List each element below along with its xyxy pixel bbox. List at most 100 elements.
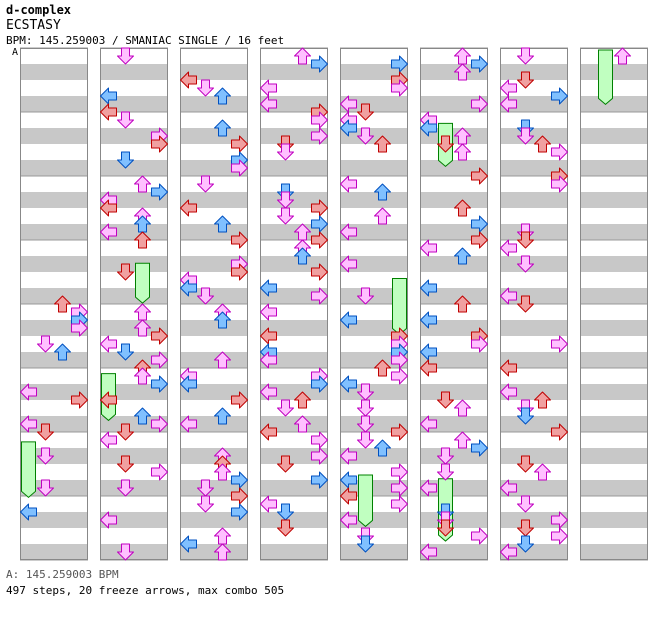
beat-stripe [580,192,648,208]
quarter-note-arrow [471,231,488,249]
quarter-note-arrow [517,71,534,89]
sixteenth-note-arrow [517,495,534,513]
sixteenth-note-arrow [420,239,437,257]
column-border [100,48,168,560]
beat-stripe [500,320,568,336]
quarter-note-arrow [517,231,534,249]
eighth-note-arrow [260,279,277,297]
sixteenth-note-arrow [37,479,54,497]
chart-info-line: BPM: 145.259003 / SMANIAC SINGLE / 16 fe… [6,34,285,47]
column-border [340,48,408,560]
beat-stripe [580,416,648,432]
sixteenth-note-arrow [500,239,517,257]
chart-column [100,47,168,561]
quarter-note-arrow [260,327,277,345]
sixteenth-note-arrow [260,95,277,113]
quarter-note-arrow [311,199,328,217]
sixteenth-note-arrow [197,175,214,193]
beat-stripe [260,544,328,560]
column-border [20,48,88,560]
sixteenth-note-arrow [260,495,277,513]
quarter-note-arrow [517,455,534,473]
sixteenth-note-arrow [534,463,551,481]
sixteenth-note-arrow [260,351,277,369]
quarter-note-arrow [37,423,54,441]
sixteenth-note-arrow [420,543,437,561]
beat-stripe [260,160,328,176]
sixteenth-note-arrow [374,207,391,225]
sixteenth-note-arrow [197,495,214,513]
quarter-note-arrow [180,71,197,89]
sixteenth-note-arrow [311,447,328,465]
quarter-note-arrow [454,295,471,313]
sixteenth-note-arrow [151,415,168,433]
sixteenth-note-arrow [277,399,294,417]
sixteenth-note-arrow [100,223,117,241]
sixteenth-note-arrow [134,367,151,385]
sixteenth-note-arrow [340,255,357,273]
beat-stripe [580,288,648,304]
eighth-note-arrow [214,119,231,137]
sixteenth-note-arrow [311,287,328,305]
eighth-note-arrow [420,343,437,361]
eighth-note-arrow [117,343,134,361]
quarter-note-arrow [374,135,391,153]
chart-column [420,47,488,561]
eighth-note-arrow [180,375,197,393]
eighth-note-arrow [277,503,294,521]
eighth-note-arrow [180,535,197,553]
beat-stripe [180,320,248,336]
sixteenth-note-arrow [391,79,408,97]
eighth-note-arrow [117,151,134,169]
column-border [260,48,328,560]
beat-stripe [580,256,648,272]
eighth-note-arrow [340,375,357,393]
beat-stripe [500,192,568,208]
eighth-note-arrow [100,87,117,105]
beat-stripe [20,64,88,80]
quarter-note-arrow [454,199,471,217]
sixteenth-note-arrow [37,335,54,353]
quarter-note-arrow [117,263,134,281]
beat-stripe [260,512,328,528]
eighth-note-arrow [311,471,328,489]
sixteenth-note-arrow [294,47,311,65]
quarter-note-arrow [100,199,117,217]
quarter-note-arrow [294,391,311,409]
beat-stripe [20,192,88,208]
song-artist: d-complex [6,3,72,17]
sixteenth-note-arrow [311,127,328,145]
eighth-note-arrow [340,311,357,329]
sixteenth-note-arrow [20,415,37,433]
eighth-note-arrow [214,215,231,233]
column-border [500,48,568,560]
bpm-marker: A [12,47,19,58]
sixteenth-note-arrow [100,511,117,529]
quarter-note-arrow [54,295,71,313]
eighth-note-arrow [420,279,437,297]
sixteenth-note-arrow [500,479,517,497]
eighth-note-arrow [180,279,197,297]
footer-bpm-line: A: 145.259003 BPM [6,568,119,581]
sixteenth-note-arrow [357,127,374,145]
beat-stripe [500,448,568,464]
sixteenth-note-arrow [71,319,88,337]
quarter-note-arrow [534,135,551,153]
sixteenth-note-arrow [517,255,534,273]
eighth-note-arrow [374,183,391,201]
beat-stripe [20,544,88,560]
beat-stripe [580,64,648,80]
sixteenth-note-arrow [277,143,294,161]
sixteenth-note-arrow [117,47,134,65]
sixteenth-note-arrow [517,47,534,65]
sixteenth-note-arrow [117,111,134,129]
quarter-note-arrow [311,263,328,281]
sixteenth-note-arrow [500,95,517,113]
sixteenth-note-arrow [277,207,294,225]
beat-stripe [20,96,88,112]
sixteenth-note-arrow [357,399,374,417]
quarter-note-arrow [180,199,197,217]
beat-stripe [420,384,488,400]
eighth-note-arrow [517,407,534,425]
